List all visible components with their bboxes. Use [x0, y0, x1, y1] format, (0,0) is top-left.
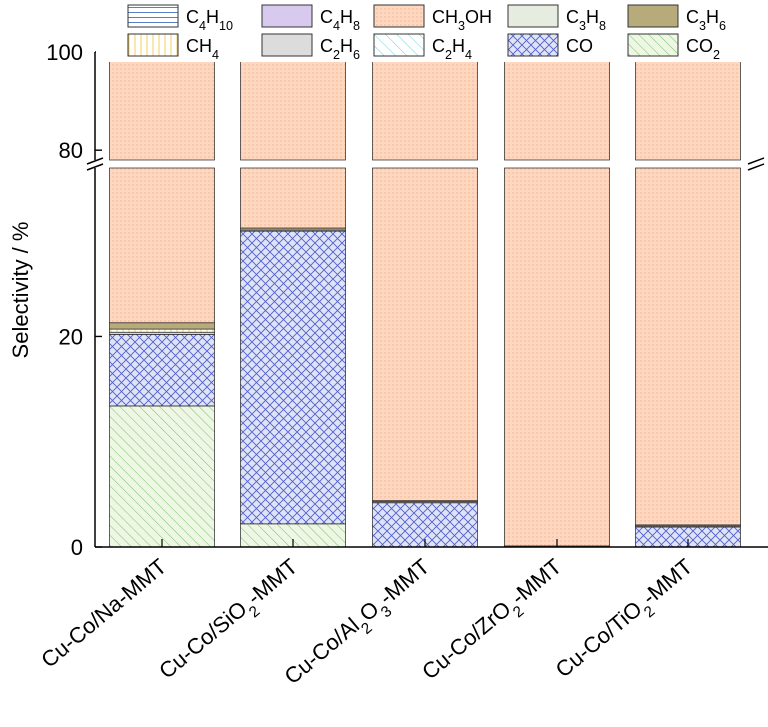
bar-segment-ch3oh — [109, 167, 215, 324]
legend-swatch — [627, 33, 679, 57]
legend-swatch — [373, 4, 425, 28]
bar-segment-co2 — [109, 405, 215, 548]
bars-layer — [109, 51, 741, 548]
legend-swatch — [507, 4, 559, 28]
legend-item-co2: CO2 — [627, 33, 720, 62]
bar-group-2 — [240, 51, 346, 548]
legend-label: C4H10 — [186, 7, 233, 33]
legend-swatch — [127, 33, 179, 57]
y-axis: 0 20 80 100 Selectivity / % — [8, 40, 768, 560]
bar-segment-ch3oh-upper — [109, 53, 215, 161]
x-axis-categories: Cu-Co/Na-MMTCu-Co/SiO2-MMTCu-Co/Al2O3-MM… — [36, 554, 702, 695]
bar-segment-ch3oh-upper — [240, 51, 346, 161]
legend-item-c4h10: C4H10 — [127, 4, 233, 33]
bar-segment-ch3oh — [372, 167, 478, 502]
legend-label: CH4 — [186, 36, 219, 62]
bar-segment-co — [109, 333, 215, 407]
category-label-1: Cu-Co/Na-MMT — [36, 554, 171, 673]
y-tick-label: 100 — [46, 40, 83, 65]
y-tick-label: 80 — [59, 138, 83, 163]
legend-label: CO — [566, 36, 593, 56]
legend-swatch — [627, 4, 679, 28]
legend-item-co: CO — [507, 33, 593, 57]
legend-item-ch4: CH4 — [127, 33, 219, 62]
legend-item-c3h6: C3H6 — [627, 4, 726, 33]
category-label-4: Cu-Co/ZrO2-MMT — [417, 554, 571, 690]
legend-label: CO2 — [686, 36, 720, 62]
legend-label: C3H8 — [566, 7, 606, 33]
category-label-3: Cu-Co/Al2O3-MMT — [280, 554, 439, 695]
category-label-5: Cu-Co/TiO2-MMT — [551, 554, 702, 688]
legend-label: C2H6 — [320, 36, 360, 62]
legend-swatch — [127, 4, 179, 28]
legend-item-ch3oh: CH3OH — [373, 4, 492, 33]
legend-label: CH3OH — [432, 7, 492, 33]
y-tick-label: 0 — [71, 535, 83, 560]
bar-group-3 — [372, 51, 478, 548]
axis-break-mark — [86, 163, 104, 171]
legend-label: C3H6 — [686, 7, 726, 33]
legend-item-c3h8: C3H8 — [507, 4, 606, 33]
bar-group-4 — [504, 51, 610, 548]
y-tick-label: 20 — [59, 324, 83, 349]
axis-break-mark — [86, 157, 104, 165]
axis-break-mark — [747, 163, 765, 171]
bar-segment-ch3oh — [635, 167, 741, 526]
legend-item-c4h8: C4H8 — [261, 4, 360, 33]
bar-group-1 — [109, 51, 215, 548]
legend-item-c2h6: C2H6 — [261, 33, 360, 62]
bar-segment-ch3oh-upper — [635, 51, 741, 161]
axis-break-mark — [747, 157, 765, 165]
axis-break-gap — [60, 161, 768, 167]
legend-label: C4H8 — [320, 7, 360, 33]
bar-segment-ch3oh — [504, 167, 610, 547]
bar-group-5 — [635, 51, 741, 548]
legend-swatch — [507, 33, 559, 57]
bar-segment-co — [240, 230, 346, 525]
bar-segment-c3h6 — [109, 322, 215, 330]
bar-segment-ch3oh — [240, 167, 346, 229]
y-axis-label: Selectivity / % — [8, 222, 33, 359]
legend: C4H10 C4H8 CH3OH C3H8 C3H6 CH4 C2H6 C2H4 CO CO2 — [96, 0, 768, 62]
legend-swatch — [261, 4, 313, 28]
legend-item-c2h4: C2H4 — [373, 33, 472, 62]
bar-segment-ch4 — [109, 328, 215, 333]
bar-segment-ch3oh-upper — [504, 51, 610, 161]
bar-segment-ch3oh-upper — [372, 51, 478, 161]
legend-swatch — [261, 33, 313, 57]
legend-label: C2H4 — [432, 36, 472, 62]
legend-swatch — [373, 33, 425, 57]
